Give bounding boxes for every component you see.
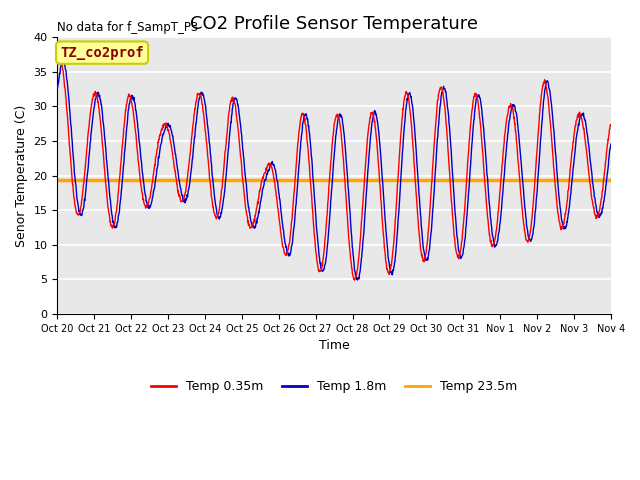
Text: TZ_co2prof: TZ_co2prof	[60, 46, 144, 60]
Legend: Temp 0.35m, Temp 1.8m, Temp 23.5m: Temp 0.35m, Temp 1.8m, Temp 23.5m	[146, 375, 522, 398]
Text: No data for f_SampT_P3: No data for f_SampT_P3	[58, 21, 198, 34]
Title: CO2 Profile Sensor Temperature: CO2 Profile Sensor Temperature	[190, 15, 478, 33]
X-axis label: Time: Time	[319, 339, 349, 352]
Y-axis label: Senor Temperature (C): Senor Temperature (C)	[15, 105, 28, 247]
